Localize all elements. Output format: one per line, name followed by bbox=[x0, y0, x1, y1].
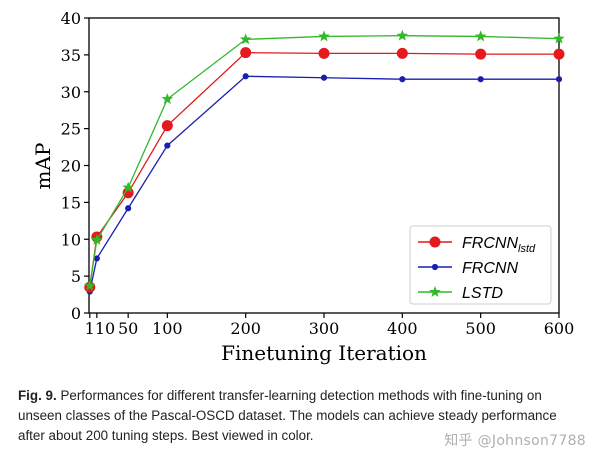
legend-marker-lstd bbox=[429, 285, 441, 297]
x-tick-label: 600 bbox=[544, 319, 575, 338]
data-point-frcnn-lstd bbox=[396, 47, 408, 59]
caption-label: Fig. 9. bbox=[18, 388, 57, 403]
series-layer bbox=[84, 29, 565, 295]
y-tick-label: 20 bbox=[61, 157, 81, 176]
x-tick-label: 300 bbox=[309, 319, 340, 338]
y-axis-label: mAP bbox=[31, 143, 55, 190]
watermark: 知乎 @Johnson7788 bbox=[444, 433, 586, 449]
legend-marker-frcnn-lstd bbox=[429, 236, 441, 248]
data-point-frcnn-lstd bbox=[475, 48, 487, 60]
data-point-frcnn bbox=[320, 74, 328, 81]
y-tick-label: 30 bbox=[61, 83, 81, 102]
data-point-frcnn bbox=[242, 73, 249, 80]
legend: FRCNNlstd FRCNN LSTD bbox=[409, 225, 552, 305]
y-tick-label: 25 bbox=[61, 120, 81, 139]
x-tick-label: 500 bbox=[465, 319, 496, 338]
legend-label-frcnn: FRCNN bbox=[462, 260, 518, 277]
caption-text: Performances for different transfer-lear… bbox=[18, 388, 557, 443]
data-point-lstd bbox=[474, 30, 487, 42]
series-lstd bbox=[84, 29, 565, 291]
data-point-frcnn-lstd bbox=[161, 120, 173, 132]
figure-caption: Fig. 9. Performances for different trans… bbox=[18, 386, 584, 446]
data-point-frcnn bbox=[93, 255, 100, 262]
x-axis: 1 10 50 100 200 300 400 500 600 bbox=[85, 313, 575, 338]
y-axis: 0 5 10 15 20 25 30 35 40 bbox=[61, 9, 89, 323]
data-point-lstd bbox=[91, 233, 103, 245]
data-point-lstd bbox=[553, 32, 565, 44]
y-tick-label: 0 bbox=[71, 304, 81, 323]
data-point-lstd bbox=[84, 279, 96, 291]
x-tick-label: 10 bbox=[95, 319, 115, 338]
x-tick-label: 50 bbox=[118, 319, 138, 338]
data-point-frcnn-lstd bbox=[240, 47, 252, 59]
x-tick-label: 100 bbox=[152, 319, 183, 338]
data-point-frcnn bbox=[125, 205, 132, 212]
legend-box bbox=[409, 225, 552, 305]
legend-label-lstd: LSTD bbox=[462, 285, 503, 302]
x-axis-label: Finetuning Iteration bbox=[221, 341, 427, 365]
data-point-lstd bbox=[396, 29, 409, 41]
y-tick-label: 40 bbox=[61, 9, 81, 28]
data-point-frcnn bbox=[399, 76, 406, 83]
y-tick-label: 5 bbox=[71, 267, 81, 286]
series-frcnn bbox=[86, 73, 563, 295]
data-point-lstd bbox=[161, 93, 174, 105]
data-point-frcnn bbox=[555, 76, 563, 83]
x-tick-label: 200 bbox=[230, 319, 261, 338]
legend-label-frcnn-lstd: FRCNNlstd bbox=[462, 235, 536, 255]
x-tick-label: 1 bbox=[85, 319, 95, 338]
data-point-lstd bbox=[318, 30, 330, 42]
y-tick-label: 15 bbox=[61, 193, 81, 212]
y-tick-label: 35 bbox=[61, 46, 81, 65]
legend-marker-frcnn bbox=[431, 263, 439, 271]
data-point-lstd bbox=[239, 33, 252, 45]
data-point-frcnn-lstd bbox=[553, 48, 565, 60]
data-point-frcnn-lstd bbox=[318, 47, 330, 59]
y-tick-label: 10 bbox=[61, 230, 81, 249]
x-tick-label: 400 bbox=[387, 319, 418, 338]
data-point-frcnn bbox=[164, 142, 171, 149]
data-point-frcnn bbox=[477, 76, 484, 83]
data-point-lstd bbox=[122, 181, 134, 193]
